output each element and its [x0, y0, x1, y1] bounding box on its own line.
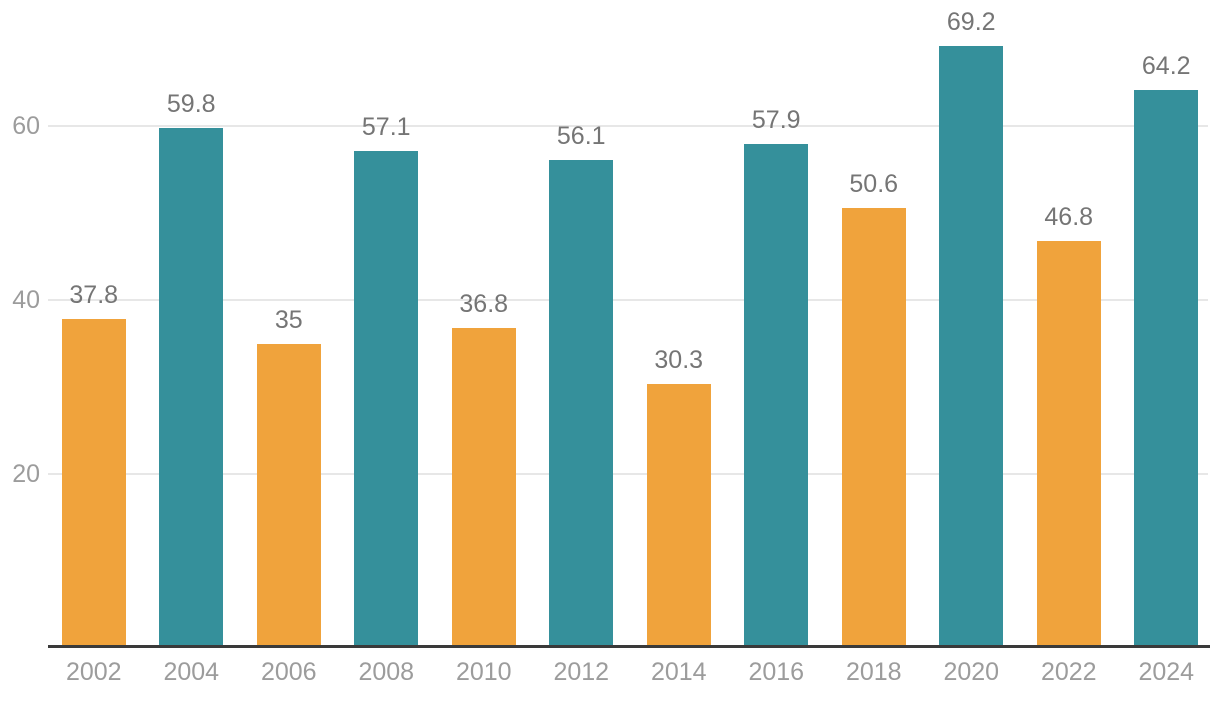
x-tick-label-2002: 2002 [65, 658, 122, 686]
bar-slot-2004: 59.8 [143, 0, 241, 648]
bar-2012 [549, 160, 614, 648]
x-tick-label-2006: 2006 [260, 658, 317, 686]
bar-2020 [939, 46, 1004, 648]
bar-slot-2008: 57.1 [338, 0, 436, 648]
y-tick-label-60: 60 [12, 112, 40, 141]
bar-slot-2010: 36.8 [435, 0, 533, 648]
bar-2002 [61, 319, 126, 648]
bar-2018 [841, 207, 906, 648]
bar-2008 [354, 151, 419, 648]
bar-slot-2018: 50.6 [825, 0, 923, 648]
x-axis: 2002 2004 2006 2008 2010 2012 2014 2016 2018 2020… [45, 658, 1215, 686]
bar-slot-2024: 64.2 [1118, 0, 1216, 648]
x-tick-label-2024: 2024 [1138, 658, 1195, 686]
bar-2004 [159, 127, 224, 648]
bar-slot-2002: 37.8 [45, 0, 143, 648]
x-axis-line [48, 645, 1210, 648]
plot-area: 37.8 59.8 35 57.1 36.8 56.1 30.3 57.9 50.6 69.2 46… [45, 0, 1215, 648]
x-tick-label-2020: 2020 [943, 658, 1000, 686]
x-tick-label-2022: 2022 [1040, 658, 1097, 686]
bar-2014 [646, 384, 711, 648]
bar-slot-2022: 46.8 [1020, 0, 1118, 648]
bar-2010 [451, 327, 516, 648]
bar-slot-2020: 69.2 [923, 0, 1021, 648]
gridline-20 [48, 473, 1208, 476]
x-tick-label-2016: 2016 [748, 658, 805, 686]
bar-value-label-2004: 59.8 [166, 89, 216, 118]
bar-value-label-2014: 30.3 [654, 346, 704, 375]
bar-2016 [744, 144, 809, 648]
bar-value-label-2002: 37.8 [69, 281, 119, 310]
bar-slot-2012: 56.1 [533, 0, 631, 648]
x-tick-label-2004: 2004 [163, 658, 220, 686]
bar-value-label-2022: 46.8 [1044, 202, 1094, 231]
bar-slot-2006: 35 [240, 0, 338, 648]
x-tick-label-2010: 2010 [455, 658, 512, 686]
bar-slot-2014: 30.3 [630, 0, 728, 648]
bar-2022 [1036, 240, 1101, 648]
x-tick-label-2008: 2008 [358, 658, 415, 686]
y-tick-label-40: 40 [12, 286, 40, 315]
bar-value-label-2020: 69.2 [946, 8, 996, 37]
bar-value-label-2016: 57.9 [751, 106, 801, 135]
bar-2024 [1134, 89, 1199, 648]
bar-value-label-2018: 50.6 [849, 169, 899, 198]
x-tick-label-2012: 2012 [553, 658, 610, 686]
bar-value-label-2006: 35 [274, 305, 303, 334]
gridline-40 [48, 299, 1208, 302]
bar-value-label-2012: 56.1 [556, 122, 606, 151]
x-tick-label-2014: 2014 [650, 658, 707, 686]
bar-2006 [256, 343, 321, 648]
bar-value-label-2008: 57.1 [361, 113, 411, 142]
bar-slot-2016: 57.9 [728, 0, 826, 648]
x-tick-label-2018: 2018 [845, 658, 902, 686]
bar-value-label-2010: 36.8 [459, 289, 509, 318]
gridline-60 [48, 125, 1208, 128]
bar-value-label-2024: 64.2 [1141, 51, 1191, 80]
y-tick-label-20: 20 [12, 460, 40, 489]
